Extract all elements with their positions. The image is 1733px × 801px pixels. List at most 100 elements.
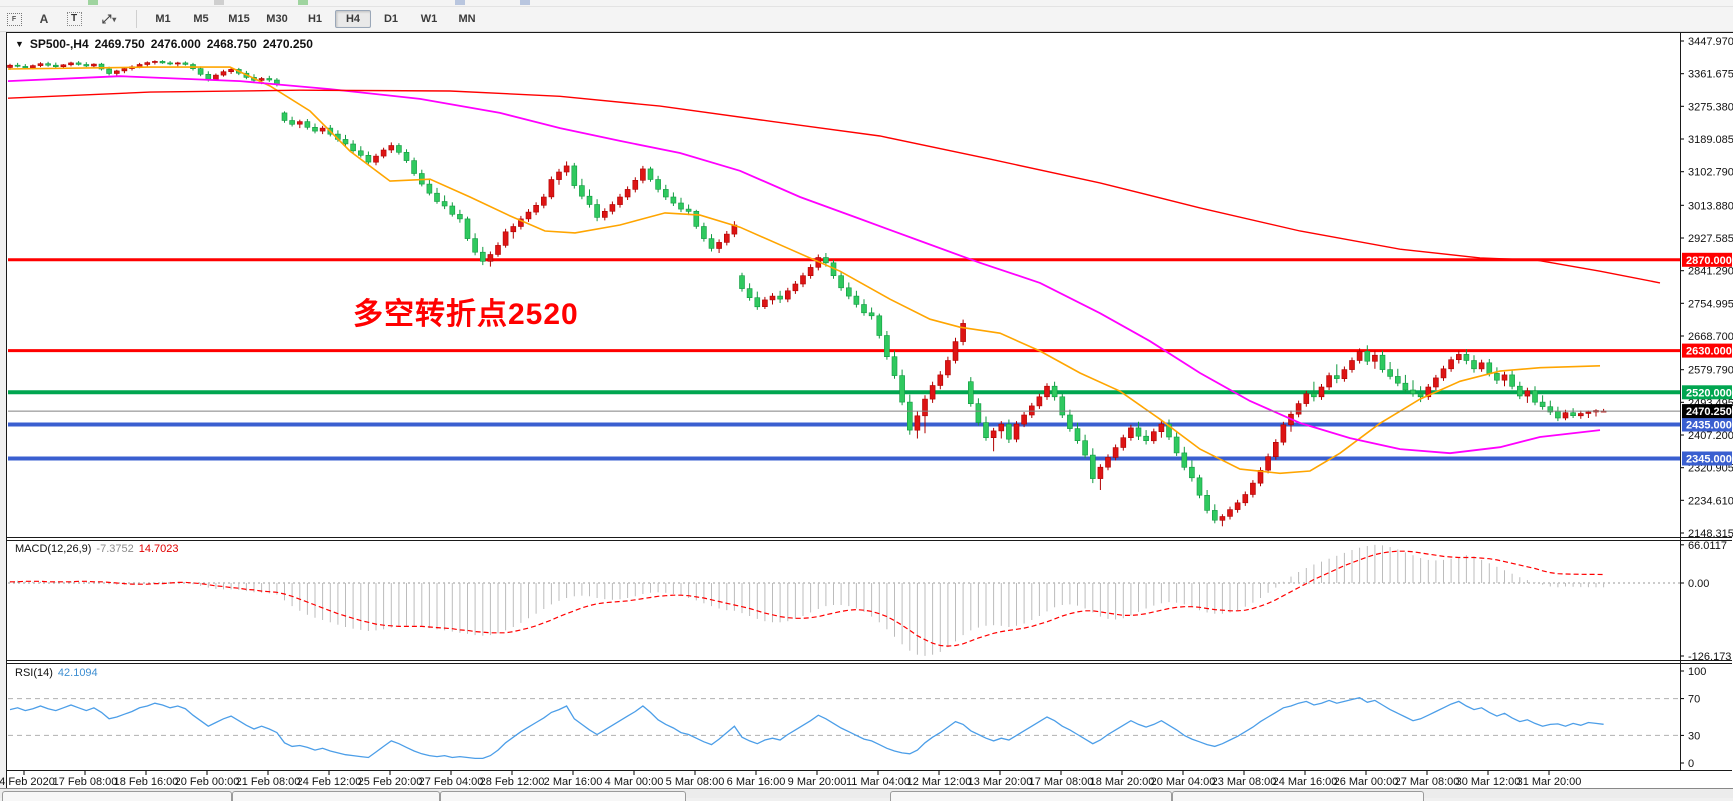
text-tool-icon[interactable]: T: [60, 8, 88, 30]
price-tick-label: 2234.610: [1688, 495, 1733, 507]
toolbar-separator: [136, 10, 137, 28]
time-axis-label: 9 Mar 20:00: [788, 776, 847, 788]
text-annotation: 多空转折点2520: [353, 298, 579, 331]
cursor-a-icon[interactable]: A: [30, 8, 58, 30]
macd-tick-label: 66.0117: [1688, 540, 1727, 552]
grid-glyph: F: [6, 12, 22, 26]
tf-button-H4[interactable]: H4: [335, 10, 371, 28]
chevron-down-icon: ▼: [15, 39, 24, 49]
macd-main-value: -7.3752: [96, 543, 134, 555]
tf-button-W1[interactable]: W1: [420, 13, 438, 25]
svg-text:2470.250: 2470.250: [1686, 406, 1732, 418]
time-axis-label: 24 Mar 16:00: [1273, 776, 1338, 788]
toolbar: F A T ⤢ ▾ M1 M5 M15 M30 H1 H4 D1 W1 MN: [0, 7, 1733, 32]
time-axis-label: 24 Feb 12:00: [297, 776, 362, 788]
price-badge-2520.000: 2520.000: [1682, 385, 1732, 400]
price-tick-label: 3102.790: [1688, 167, 1733, 179]
macd-name: MACD(12,26,9): [15, 543, 92, 555]
cutoff-icon: [455, 0, 465, 5]
chart-window[interactable]: 3447.970 3361.675 3275.380 3189.085 3102.790…: [0, 32, 1733, 791]
tf-button-M30[interactable]: M30: [266, 13, 288, 25]
indicator-arrows-icon[interactable]: ⤢ ▾: [90, 8, 128, 30]
price-badge-2630.000: 2630.000: [1682, 343, 1732, 358]
time-axis-label: 2 Mar 16:00: [544, 776, 603, 788]
a-glyph: A: [39, 12, 49, 26]
t-glyph: T: [66, 12, 82, 26]
chart-title: ▼ SP500-,H4 2469.750 2476.000 2468.750 2…: [15, 37, 313, 51]
price-badge-2870.000: 2870.000: [1682, 252, 1732, 267]
time-axis-label: 25 Feb 20:00: [358, 776, 423, 788]
chart-tab[interactable]: [890, 791, 1172, 801]
chart-tab[interactable]: [2, 791, 232, 801]
price-tick-label: 2668.700: [1688, 331, 1733, 343]
macd-axis: 66.0117 0.00 -126.173: [1680, 540, 1731, 663]
chart-tab-strip: [0, 788, 1733, 801]
rsi-tick-label: 0: [1688, 758, 1694, 770]
price-badge-2435.000: 2435.000: [1682, 417, 1732, 432]
price-tick-label: 3275.380: [1688, 101, 1733, 113]
tf-button-M1[interactable]: M1: [155, 13, 171, 25]
rsi-label: RSI(14) 42.1094: [15, 667, 98, 679]
macd-tick-label: 0.00: [1688, 578, 1709, 590]
candles: [7, 60, 1607, 527]
time-axis-label: 30 Mar 12:00: [1456, 776, 1521, 788]
price-tick-label: 2754.995: [1688, 298, 1733, 310]
chart-grid-icon[interactable]: F: [0, 8, 28, 30]
arrows-glyph: ⤢: [101, 11, 112, 26]
ma-slow-line: [7, 89, 1661, 284]
macd-tick-label: -126.173: [1688, 651, 1731, 663]
ohlc-open: 2469.750: [94, 37, 145, 51]
tf-button-D1[interactable]: D1: [383, 13, 399, 25]
chart-tab[interactable]: [440, 791, 686, 801]
time-axis-label: 18 Mar 20:00: [1090, 776, 1155, 788]
cutoff-icon: [520, 0, 530, 5]
cutoff-icon: [214, 0, 224, 5]
time-axis-label: 13 Mar 20:00: [968, 776, 1033, 788]
time-axis-label: 11 Mar 04:00: [846, 776, 910, 788]
time-axis-label: 26 Mar 00:00: [1334, 776, 1399, 788]
ohlc-low: 2468.750: [206, 37, 257, 51]
time-axis-label: 23 Mar 08:00: [1212, 776, 1277, 788]
price-tick-label: 3447.970: [1688, 36, 1733, 48]
price-tick-label: 2927.585: [1688, 233, 1733, 245]
svg-text:2870.000: 2870.000: [1686, 255, 1732, 267]
macd-signal-value: 14.7023: [138, 543, 179, 555]
price-tick-label: 3361.675: [1688, 69, 1733, 81]
time-axis-label: 31 Mar 20:00: [1517, 776, 1582, 788]
time-axis-label: 18 Feb 16:00: [114, 776, 179, 788]
rsi-value: 42.1094: [57, 667, 98, 679]
time-axis-label: 28 Feb 12:00: [480, 776, 545, 788]
price-tick-label: 2579.790: [1688, 365, 1733, 377]
chart-canvas[interactable]: 3447.970 3361.675 3275.380 3189.085 3102.790…: [0, 32, 1733, 789]
tf-button-M5[interactable]: M5: [193, 13, 209, 25]
time-axis-label: 4 Mar 00:00: [605, 776, 664, 788]
symbol-label: SP500-,H4: [29, 37, 89, 51]
upper-toolbar-sliver: [0, 0, 1733, 7]
price-tick-label: 2320.905: [1688, 463, 1733, 475]
ohlc-close: 2470.250: [262, 37, 313, 51]
svg-text:2520.000: 2520.000: [1686, 387, 1732, 399]
price-tick-label: 2148.315: [1688, 528, 1733, 540]
tf-button-M15[interactable]: M15: [228, 13, 250, 25]
svg-text:2345.000: 2345.000: [1686, 454, 1732, 466]
svg-text:2630.000: 2630.000: [1686, 346, 1732, 358]
tf-button-MN[interactable]: MN: [458, 13, 476, 25]
price-axis: 3447.970 3361.675 3275.380 3189.085 3102.790…: [1680, 36, 1733, 540]
time-axis-label: 20 Feb 00:00: [175, 776, 240, 788]
tf-button-H1[interactable]: H1: [307, 13, 323, 25]
price-tick-label: 2407.200: [1688, 430, 1733, 442]
time-axis-label: 17 Mar 08:00: [1029, 776, 1094, 788]
time-axis-label: 14 Feb 2020: [0, 776, 55, 788]
timeframe-bar: M1 M5 M15 M30 H1 H4 D1 W1 MN: [145, 10, 485, 28]
time-axis-label: 27 Mar 08:00: [1395, 776, 1460, 788]
chart-tab[interactable]: [232, 791, 440, 801]
chart-tab[interactable]: [1172, 791, 1424, 801]
chevron-down-icon: ▾: [112, 14, 117, 24]
price-tick-label: 3189.085: [1688, 134, 1733, 146]
time-axis-label: 5 Mar 08:00: [666, 776, 725, 788]
time-axis-label: 17 Feb 08:00: [53, 776, 118, 788]
rsi-name: RSI(14): [15, 667, 53, 679]
svg-text:2435.000: 2435.000: [1686, 420, 1732, 432]
cutoff-icon: [88, 0, 98, 5]
